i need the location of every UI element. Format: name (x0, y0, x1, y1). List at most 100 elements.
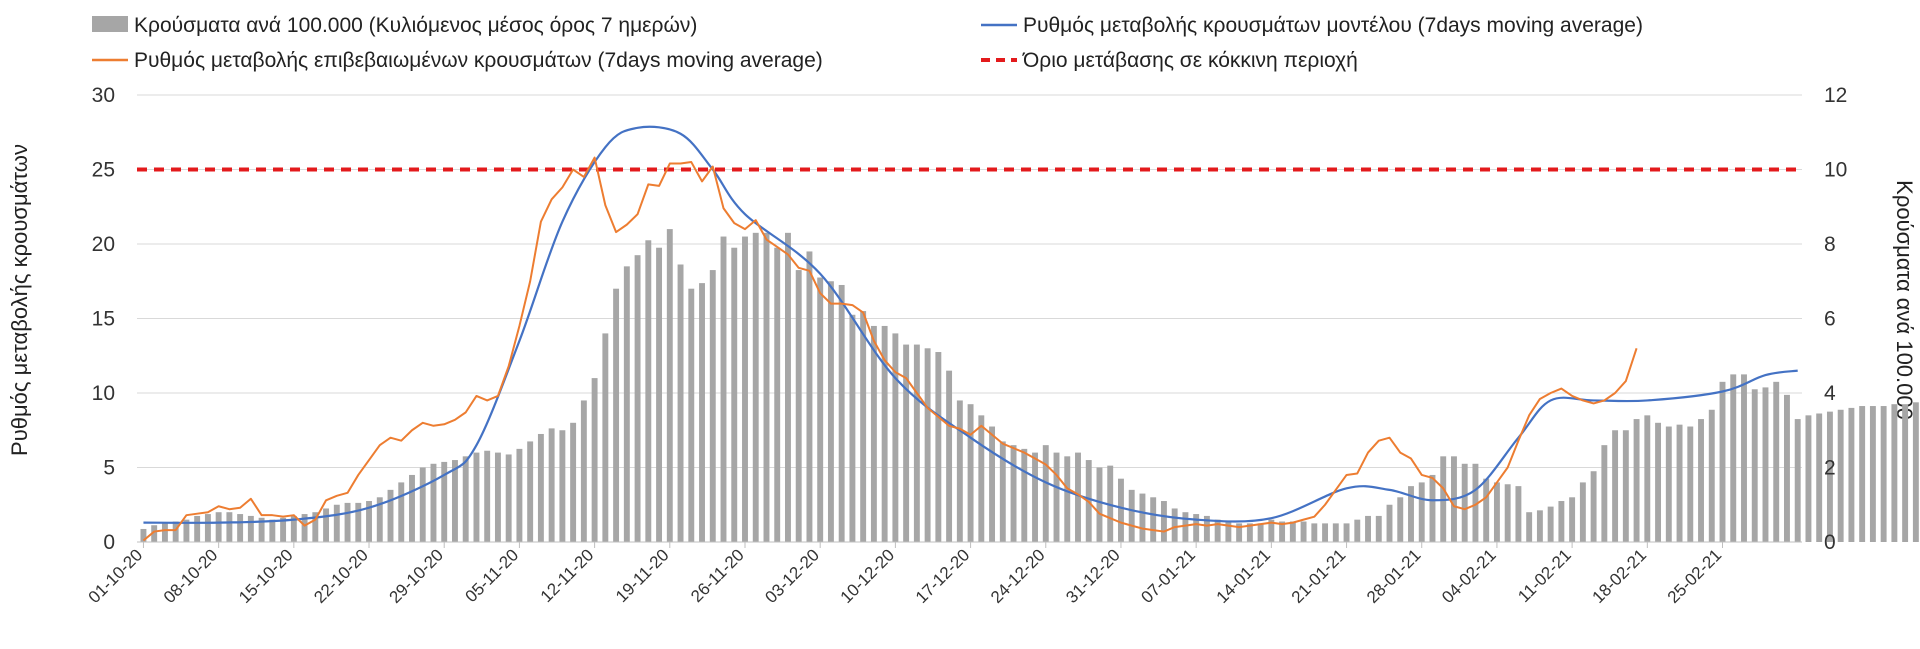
bar (817, 277, 824, 542)
bar (1719, 381, 1726, 542)
bar (1397, 497, 1404, 542)
x-tick-label: 08-10-20 (160, 545, 222, 607)
bar (742, 236, 748, 543)
bar (731, 247, 738, 542)
x-tick-label: 01-10-20 (85, 545, 147, 607)
bar (677, 264, 684, 542)
bar (623, 266, 630, 542)
x-tick-label: 22-10-20 (310, 545, 372, 607)
bar (301, 514, 308, 542)
bar (548, 428, 555, 542)
x-tick-label: 11-02-21 (1514, 545, 1575, 606)
bar (978, 415, 985, 542)
bar (1601, 445, 1608, 542)
bar (806, 251, 813, 542)
bar (645, 240, 652, 542)
bar (1289, 521, 1296, 542)
bar (398, 482, 405, 542)
bar (376, 497, 383, 542)
bar (634, 255, 641, 543)
bar (1128, 489, 1135, 542)
x-axis-ticks: 01-10-20 08-10-20 15-10-20 22-10-20 29-10-20… (85, 542, 1725, 607)
bar (1064, 456, 1071, 542)
line-series (142, 125, 1798, 542)
bar (1214, 519, 1221, 542)
bar (1558, 501, 1565, 542)
bar (1515, 486, 1522, 542)
bar (269, 519, 276, 542)
bar (1622, 430, 1629, 542)
bar (505, 454, 512, 542)
bar (1773, 381, 1780, 542)
right-tick-label: 4 (1824, 382, 1836, 405)
bar (1332, 523, 1339, 542)
bar (1160, 501, 1167, 542)
left-tick-label: 25 (92, 159, 115, 182)
bar (1730, 374, 1737, 542)
bar (1472, 463, 1479, 542)
bar (1708, 409, 1715, 542)
bar (666, 229, 673, 542)
bar (1665, 426, 1672, 542)
bar (1182, 512, 1189, 542)
bar (774, 247, 781, 542)
bar (258, 517, 265, 542)
bar (989, 426, 996, 542)
left-tick-label: 20 (92, 233, 115, 256)
bar (656, 247, 663, 542)
bar (1429, 474, 1436, 542)
bar (956, 400, 963, 542)
x-tick-label: 26-11-20 (687, 545, 748, 606)
x-tick-label: 18-02-21 (1589, 545, 1651, 607)
left-tick-label: 10 (92, 382, 115, 405)
bar (1300, 521, 1307, 542)
bar (849, 314, 856, 542)
x-tick-label: 28-01-21 (1363, 545, 1425, 607)
bar (1311, 523, 1318, 542)
bar (1590, 471, 1597, 542)
bar (1826, 411, 1833, 542)
bar (1236, 523, 1243, 542)
left-axis-title: Ρυθμός μεταβολής κρουσμάτων (7, 144, 32, 456)
bar (1805, 415, 1812, 542)
bar (1816, 413, 1823, 542)
bar (1268, 519, 1275, 542)
right-tick-label: 12 (1824, 84, 1847, 107)
x-tick-label: 31-12-20 (1062, 545, 1124, 607)
bar (355, 502, 362, 542)
bar (409, 474, 415, 542)
bar (1343, 523, 1350, 542)
bar (1644, 415, 1651, 542)
bar (709, 270, 716, 542)
bar (290, 515, 297, 542)
gridlines (137, 94, 1802, 468)
bar (1408, 486, 1414, 542)
x-tick-label: 29-10-20 (385, 545, 447, 607)
x-tick-label: 05-11-20 (462, 545, 523, 606)
bar (1655, 422, 1662, 542)
bar (1257, 523, 1264, 542)
bar (1203, 515, 1210, 542)
right-axis-ticks: 0 2 4 6 8 10 12 (1824, 84, 1847, 554)
bar (1579, 482, 1586, 542)
bar (194, 515, 201, 542)
bar (1902, 404, 1909, 542)
bar (1569, 497, 1576, 542)
bar (312, 512, 319, 542)
bar (430, 463, 437, 542)
bar (537, 433, 544, 542)
bar (1698, 419, 1704, 542)
bar (1869, 406, 1876, 542)
bar (494, 452, 501, 542)
bar (1365, 515, 1371, 542)
bar (516, 448, 523, 542)
bar (452, 460, 458, 542)
x-tick-label: 07-01-21 (1137, 545, 1199, 607)
bar (913, 344, 920, 542)
bar (1279, 521, 1286, 542)
x-tick-label: 21-01-21 (1288, 545, 1350, 607)
bar (1784, 394, 1790, 542)
left-tick-label: 5 (103, 457, 115, 480)
x-tick-label: 04-02-21 (1438, 545, 1500, 607)
bar (591, 378, 598, 542)
